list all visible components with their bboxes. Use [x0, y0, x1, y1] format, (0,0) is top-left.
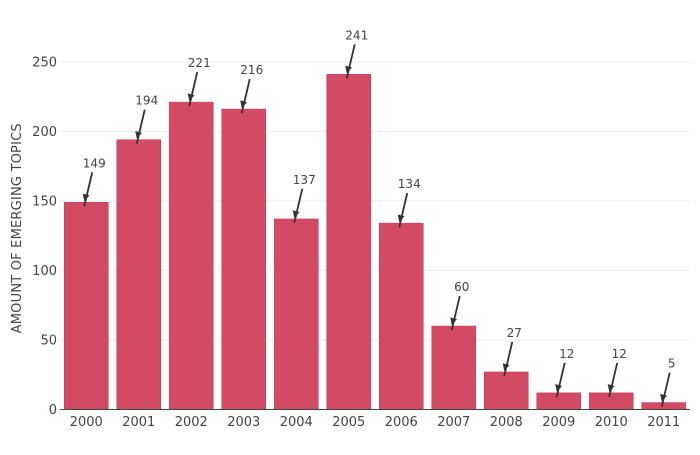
annotation-arrowhead [450, 317, 457, 326]
data-label: 27 [507, 326, 522, 340]
y-axis-title: AMOUNT OF EMERGING TOPICS [10, 123, 25, 333]
data-label: 12 [612, 347, 627, 361]
annotation-arrow [188, 71, 199, 107]
bar [168, 101, 214, 410]
x-tick-label: 2002 [175, 415, 208, 430]
annotation-arrowhead [502, 363, 510, 371]
bar [116, 139, 162, 410]
bar [378, 222, 424, 410]
annotation-arrow [398, 192, 409, 228]
y-tick-label: 0 [49, 403, 57, 418]
annotation-arrowhead [555, 384, 562, 392]
annotation-arrow [240, 78, 251, 114]
annotation-arrowhead [607, 384, 615, 392]
bar [431, 325, 477, 410]
data-label: 5 [668, 357, 676, 371]
x-tick-label: 2010 [595, 415, 628, 430]
data-labels: 149 194 221 216 137 241 134 60 27 12 12 5 [82, 28, 676, 407]
gridlines [60, 61, 690, 341]
data-label: 149 [83, 156, 106, 170]
data-label: 194 [135, 94, 158, 108]
annotation-arrow [345, 44, 356, 79]
annotation-arrow [503, 341, 514, 377]
annotation-arrow [608, 362, 619, 398]
data-label: 216 [240, 63, 263, 77]
y-tick-label: 100 [32, 264, 57, 279]
x-tick-label: 2001 [122, 415, 155, 430]
annotation-arrow [660, 372, 671, 407]
annotation-arrow [555, 362, 566, 398]
x-tick-label: 2008 [490, 415, 523, 430]
x-tick-label: 2009 [542, 415, 575, 430]
x-tick-label: 2005 [332, 415, 365, 430]
bar [63, 202, 109, 410]
y-tick-label: 50 [40, 333, 57, 348]
bar [483, 371, 529, 410]
annotation-arrowhead [82, 193, 90, 202]
bar [221, 108, 267, 410]
annotation-arrowhead [292, 210, 300, 218]
y-tick-label: 200 [32, 125, 57, 140]
data-label: 221 [188, 56, 211, 70]
data-label: 12 [559, 347, 574, 361]
x-tick-label: 2006 [385, 415, 418, 430]
bar [641, 402, 687, 410]
data-label: 241 [345, 28, 368, 42]
annotation-arrowhead [397, 214, 405, 223]
annotation-arrow [293, 188, 304, 224]
annotation-arrowhead [135, 130, 142, 139]
data-label: 137 [293, 173, 316, 187]
x-tick-label: 2004 [280, 415, 313, 430]
x-tick-label: 2011 [647, 415, 680, 430]
y-tick-label: 250 [32, 55, 57, 70]
x-tick-label: 2003 [227, 415, 260, 430]
data-label: 134 [398, 177, 421, 191]
annotation-arrowhead [660, 393, 667, 402]
bar [588, 392, 634, 410]
x-tick-label: 2000 [70, 415, 103, 430]
bar [273, 218, 319, 410]
y-tick-label: 150 [32, 194, 57, 209]
annotation-arrow [135, 109, 146, 144]
annotation-arrowhead [187, 93, 195, 102]
annotation-arrowhead [240, 100, 247, 109]
axes: 0 50 100 150 200 250 2000 2001 2002 2003 2004 2005 2… [32, 55, 690, 430]
x-tick-label: 2007 [437, 415, 470, 430]
bars [63, 74, 687, 410]
data-label: 60 [454, 280, 469, 294]
annotation-arrowhead [345, 65, 352, 74]
annotation-arrow [450, 295, 461, 331]
annotation-arrow [83, 172, 94, 207]
bar [326, 74, 372, 410]
bar [536, 392, 582, 410]
